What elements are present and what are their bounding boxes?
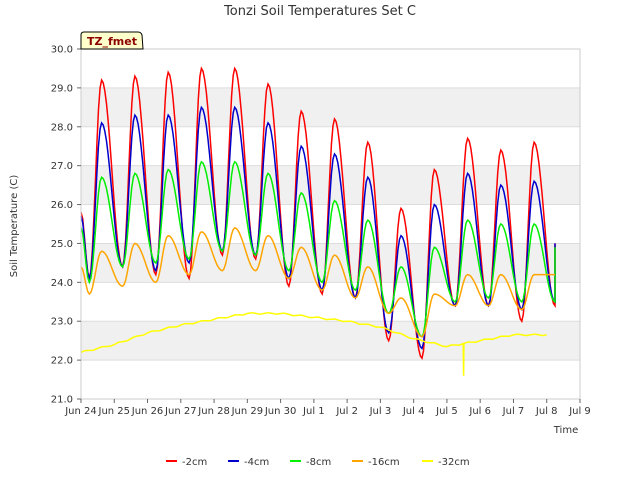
x-axis: Jun 24 Jun 25 Jun 26 Jun 27 Jun 28 Jun 29 Jun … xyxy=(64,399,591,417)
grid-band xyxy=(81,321,580,361)
y-axis-label: Soil Temperature (C) xyxy=(9,175,20,278)
x-tick-label: Jul 8 xyxy=(535,406,558,417)
site-label: TZ_fmet xyxy=(87,35,137,48)
chart-title: Tonzi Soil Temperatures Set C xyxy=(223,4,416,19)
legend-item: -32cm xyxy=(422,457,470,468)
y-tick-label: 30.0 xyxy=(51,45,73,56)
x-tick-label: Jul 4 xyxy=(402,406,425,417)
y-tick-label: 25.0 xyxy=(51,239,73,250)
legend-label: -8cm xyxy=(306,457,331,468)
legend: -2cm -4cm -8cm -16cm -32cm xyxy=(166,457,470,468)
x-tick-label: Jun 30 xyxy=(264,406,297,417)
series-line-16cmcm xyxy=(80,227,555,338)
series-line-32cmcm xyxy=(80,311,547,376)
x-axis-label: Time xyxy=(553,425,578,436)
y-tick-label: 23.0 xyxy=(51,317,73,328)
x-tick-label: Jul 1 xyxy=(302,406,325,417)
y-tick-label: 22.0 xyxy=(51,356,73,367)
y-tick-label: 29.0 xyxy=(51,83,73,94)
legend-label: -2cm xyxy=(182,457,207,468)
y-axis: 21.0 22.0 23.0 24.0 25.0 26.0 27.0 28.0 29.0 30.0 xyxy=(51,45,81,406)
legend-label: -32cm xyxy=(438,457,470,468)
x-tick-label: Jul 6 xyxy=(468,406,491,417)
legend-item: -16cm xyxy=(352,457,400,468)
y-tick-label: 26.0 xyxy=(51,200,73,211)
x-tick-label: Jun 28 xyxy=(197,406,230,417)
x-tick-label: Jul 7 xyxy=(502,406,525,417)
x-tick-label: Jul 9 xyxy=(568,406,591,417)
site-label-box: TZ_fmet xyxy=(80,31,144,50)
grid-band xyxy=(81,87,580,127)
y-tick-label: 21.0 xyxy=(51,395,73,406)
x-tick-label: Jun 26 xyxy=(131,406,164,417)
x-tick-label: Jun 25 xyxy=(98,406,131,417)
x-tick-label: Jul 2 xyxy=(335,406,358,417)
plot-frame xyxy=(80,48,581,400)
legend-label: -16cm xyxy=(368,457,400,468)
legend-label: -4cm xyxy=(244,457,269,468)
y-tick-label: 27.0 xyxy=(51,161,73,172)
series-line-8cmcm xyxy=(80,160,556,338)
x-tick-label: Jun 24 xyxy=(64,406,97,417)
legend-item: -4cm xyxy=(228,457,269,468)
legend-item: -2cm xyxy=(166,457,207,468)
x-tick-label: Jul 3 xyxy=(369,406,392,417)
legend-item: -8cm xyxy=(290,457,331,468)
x-tick-label: Jun 27 xyxy=(164,406,197,417)
series-layer xyxy=(80,66,556,376)
x-tick-label: Jul 5 xyxy=(435,406,458,417)
y-tick-label: 24.0 xyxy=(51,278,73,289)
y-tick-label: 28.0 xyxy=(51,122,73,133)
x-tick-label: Jun 29 xyxy=(231,406,264,417)
series-line-4cmcm xyxy=(80,105,556,350)
